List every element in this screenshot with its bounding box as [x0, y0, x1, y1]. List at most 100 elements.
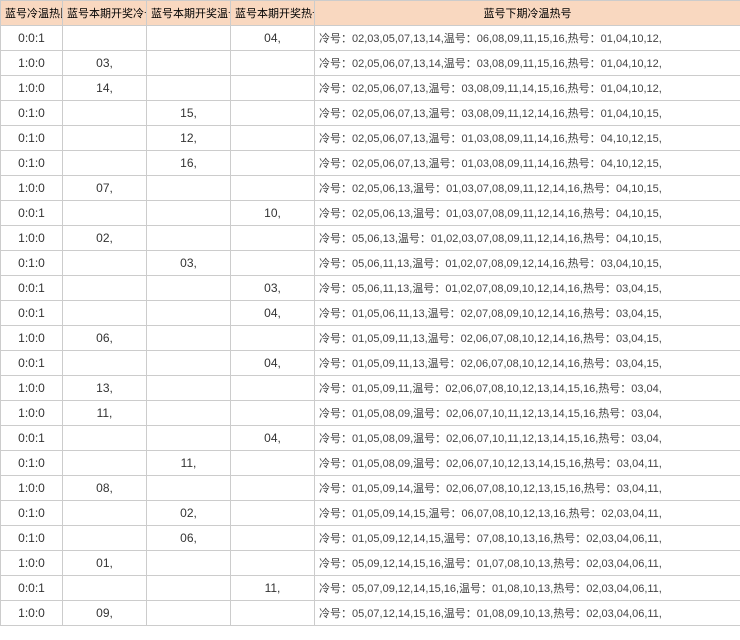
cell-cold: 08, — [63, 476, 147, 501]
cell-analysis: 冷号：02,05,06,07,13,温号：03,08,09,11,12,14,1… — [315, 101, 740, 126]
cell-ratio: 1:0:0 — [1, 401, 63, 426]
cell-warm — [147, 326, 231, 351]
cell-hot: 04, — [231, 351, 315, 376]
cell-ratio: 1:0:0 — [1, 376, 63, 401]
table-row: 1:0:009,冷号：05,07,12,14,15,16,温号：01,08,09… — [1, 601, 740, 626]
cell-cold — [63, 501, 147, 526]
table-row: 1:0:013, 冷号：01,05,09,11,温号：02,06,07,08,10… — [1, 376, 740, 401]
cell-warm — [147, 26, 231, 51]
table-row: 0:1:012,冷号：02,05,06,07,13,温号：01,03,08,09… — [1, 126, 740, 151]
cell-cold: 13, — [63, 376, 147, 401]
cell-cold — [63, 426, 147, 451]
cell-ratio: 0:1:0 — [1, 126, 63, 151]
cell-warm — [147, 51, 231, 76]
col-ratio: 蓝号冷温热比 — [1, 1, 63, 26]
cell-analysis: 冷号：01,05,08,09,温号：02,06,07,10,12,13,14,1… — [315, 451, 740, 476]
col-cold: 蓝号本期开奖冷号 — [63, 1, 147, 26]
cell-warm: 15, — [147, 101, 231, 126]
table-row: 0:0:103,冷号：05,06,11,13,温号：01,02,07,08,09… — [1, 276, 740, 301]
cell-hot — [231, 176, 315, 201]
cell-hot: 04, — [231, 301, 315, 326]
cell-hot — [231, 551, 315, 576]
cell-ratio: 1:0:0 — [1, 76, 63, 101]
cell-cold: 09, — [63, 601, 147, 626]
table-row: 0:0:104,冷号：01,05,08,09,温号：02,06,07,10,11… — [1, 426, 740, 451]
cell-analysis: 冷号：02,05,06,07,13,温号：01,03,08,09,11,14,1… — [315, 151, 740, 176]
col-analysis: 蓝号下期冷温热号 — [315, 1, 740, 26]
cell-hot — [231, 326, 315, 351]
cell-analysis: 冷号：01,05,08,09,温号：02,06,07,10,11,12,13,1… — [315, 426, 740, 451]
cell-warm: 06, — [147, 526, 231, 551]
cell-warm — [147, 76, 231, 101]
cell-hot: 04, — [231, 426, 315, 451]
cell-warm — [147, 226, 231, 251]
cell-analysis: 冷号：02,05,06,13,温号：01,03,07,08,09,11,12,1… — [315, 176, 740, 201]
cell-ratio: 1:0:0 — [1, 176, 63, 201]
table-row: 0:1:006,冷号：01,05,09,12,14,15,温号：07,08,10… — [1, 526, 740, 551]
cell-cold — [63, 351, 147, 376]
cell-hot — [231, 526, 315, 551]
cell-ratio: 0:1:0 — [1, 251, 63, 276]
cell-analysis: 冷号：01,05,09,14,温号：02,06,07,08,10,12,13,1… — [315, 476, 740, 501]
cell-cold: 14, — [63, 76, 147, 101]
cell-cold — [63, 451, 147, 476]
cell-ratio: 0:1:0 — [1, 101, 63, 126]
cell-analysis: 冷号：05,07,12,14,15,16,温号：01,08,09,10,13,热… — [315, 601, 740, 626]
cell-hot — [231, 101, 315, 126]
cell-warm: 16, — [147, 151, 231, 176]
cell-warm — [147, 576, 231, 601]
cell-warm — [147, 401, 231, 426]
cell-ratio: 1:0:0 — [1, 51, 63, 76]
table-row: 1:0:014, 冷号：02,05,06,07,13,温号：03,08,09,11… — [1, 76, 740, 101]
cell-hot: 11, — [231, 576, 315, 601]
cell-ratio: 0:0:1 — [1, 26, 63, 51]
cell-cold: 06, — [63, 326, 147, 351]
table-row: 0:0:110,冷号：02,05,06,13,温号：01,03,07,08,09… — [1, 201, 740, 226]
cell-ratio: 0:1:0 — [1, 526, 63, 551]
cell-hot — [231, 601, 315, 626]
table-row: 1:0:003,冷号：02,05,06,07,13,14,温号：03,08,09… — [1, 51, 740, 76]
table-row: 0:0:111,冷号：05,07,09,12,14,15,16,温号：01,08… — [1, 576, 740, 601]
cell-analysis: 冷号：02,05,06,07,13,温号：01,03,08,09,11,14,1… — [315, 126, 740, 151]
cell-analysis: 冷号：05,06,13,温号：01,02,03,07,08,09,11,12,1… — [315, 226, 740, 251]
table-row: 0:0:104,冷号：01,05,06,11,13,温号：02,07,08,09… — [1, 301, 740, 326]
cell-warm — [147, 601, 231, 626]
col-hot: 蓝号本期开奖热号 — [231, 1, 315, 26]
cell-cold — [63, 201, 147, 226]
cell-ratio: 1:0:0 — [1, 326, 63, 351]
cell-ratio: 0:1:0 — [1, 451, 63, 476]
cell-warm — [147, 426, 231, 451]
cell-analysis: 冷号：01,05,09,11,13,温号：02,06,07,08,10,12,1… — [315, 326, 740, 351]
cell-ratio: 0:0:1 — [1, 301, 63, 326]
cell-analysis: 冷号：05,09,12,14,15,16,温号：01,07,08,10,13,热… — [315, 551, 740, 576]
cell-analysis: 冷号：01,05,09,11,温号：02,06,07,08,10,12,13,1… — [315, 376, 740, 401]
cell-cold — [63, 101, 147, 126]
cell-cold: 03, — [63, 51, 147, 76]
cell-cold — [63, 526, 147, 551]
cell-warm — [147, 551, 231, 576]
cell-cold — [63, 576, 147, 601]
cell-cold — [63, 301, 147, 326]
cell-hot: 04, — [231, 26, 315, 51]
cell-analysis: 冷号：01,05,09,14,15,温号：06,07,08,10,12,13,1… — [315, 501, 740, 526]
header-row: 蓝号冷温热比 蓝号本期开奖冷号 蓝号本期开奖温号 蓝号本期开奖热号 蓝号下期冷温… — [1, 1, 740, 26]
cell-analysis: 冷号：02,05,06,07,13,温号：03,08,09,11,14,15,1… — [315, 76, 740, 101]
cell-hot — [231, 51, 315, 76]
cell-ratio: 1:0:0 — [1, 476, 63, 501]
table-row: 1:0:011,冷号：01,05,08,09,温号：02,06,07,10,11… — [1, 401, 740, 426]
cell-warm — [147, 351, 231, 376]
table-row: 1:0:008, 冷号：01,05,09,14,温号：02,06,07,08,10… — [1, 476, 740, 501]
cell-analysis: 冷号：05,06,11,13,温号：01,02,07,08,09,10,12,1… — [315, 276, 740, 301]
cell-hot — [231, 226, 315, 251]
cell-warm — [147, 376, 231, 401]
cell-hot — [231, 376, 315, 401]
table-row: 0:1:0 16, 冷号：02,05,06,07,13,温号：01,03,08,09… — [1, 151, 740, 176]
cell-ratio: 1:0:0 — [1, 226, 63, 251]
cell-warm: 03, — [147, 251, 231, 276]
cell-cold: 07, — [63, 176, 147, 201]
cell-ratio: 0:1:0 — [1, 151, 63, 176]
cell-warm — [147, 301, 231, 326]
cell-cold: 11, — [63, 401, 147, 426]
table-row: 0:0:104,冷号：01,05,09,11,13,温号：02,06,07,08… — [1, 351, 740, 376]
table-row: 1:0:001,冷号：05,09,12,14,15,16,温号：01,07,08… — [1, 551, 740, 576]
